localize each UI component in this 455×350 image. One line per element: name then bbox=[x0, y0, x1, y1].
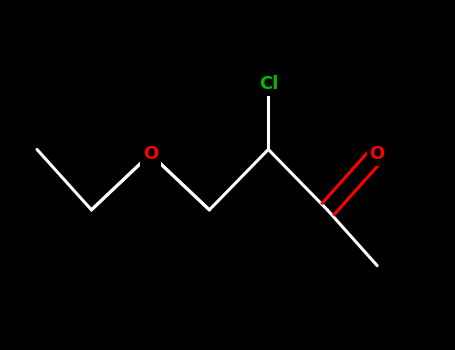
Text: O: O bbox=[369, 145, 385, 163]
Text: O: O bbox=[143, 145, 158, 163]
Text: Cl: Cl bbox=[258, 75, 278, 93]
